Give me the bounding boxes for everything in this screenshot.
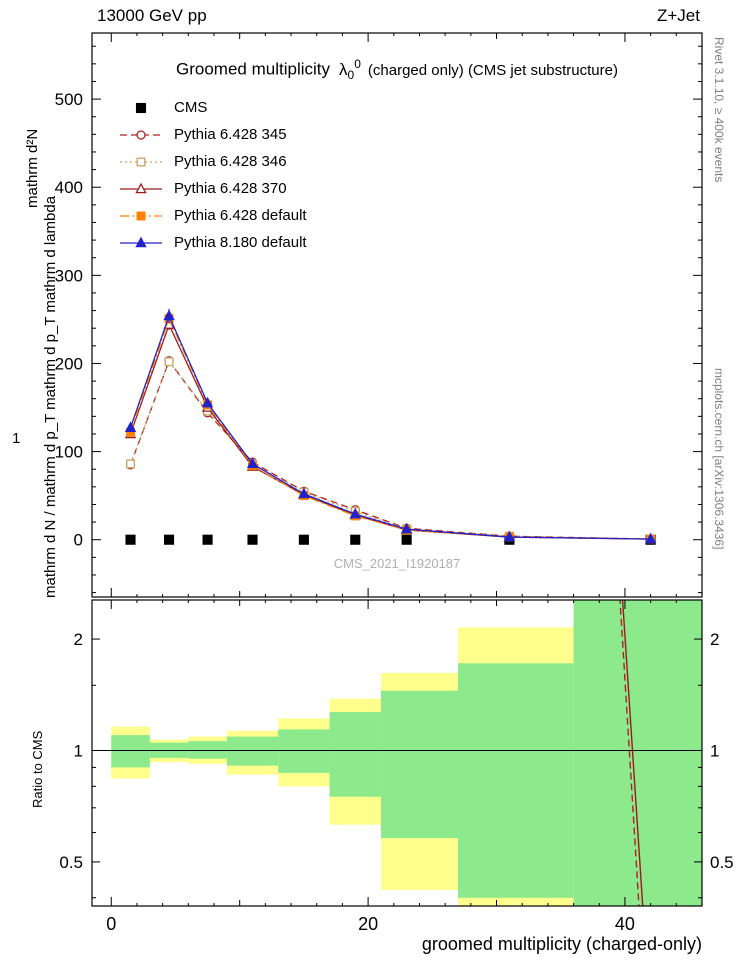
axis-ticks bbox=[92, 33, 702, 906]
legend-marker-cms bbox=[135, 102, 147, 113]
beam-energy-label: 13000 GeV pp bbox=[97, 6, 207, 25]
xaxis-label: groomed multiplicity (charged-only) bbox=[421, 934, 702, 954]
series-pythia-6-428-370 bbox=[124, 318, 657, 544]
series-cms bbox=[125, 534, 656, 545]
process-label: Z+Jet bbox=[657, 6, 700, 25]
main-series bbox=[124, 308, 657, 545]
legend-label: Pythia 6.428 346 bbox=[174, 153, 287, 170]
svg-text:100: 100 bbox=[55, 443, 83, 462]
legend-marker-pythia-8-180-default bbox=[120, 236, 162, 247]
title-lambda: λ bbox=[339, 59, 348, 79]
ratio-plot-frame bbox=[91, 599, 703, 907]
mcplots-note: mcplots.cern.ch [arXiv:1306.3436] bbox=[712, 368, 726, 550]
yaxis-label-denominator: mathrm d N / mathrm d p_T mathrm d p_T m… bbox=[42, 195, 59, 598]
svg-text:20: 20 bbox=[358, 914, 378, 934]
legend-item-pythia-6-428-370: Pythia 6.428 370 bbox=[118, 175, 307, 202]
svg-text:200: 200 bbox=[55, 354, 83, 373]
svg-text:0: 0 bbox=[74, 531, 83, 550]
svg-text:0.5: 0.5 bbox=[710, 853, 734, 872]
svg-text:40: 40 bbox=[615, 914, 635, 934]
legend-label: CMS bbox=[174, 99, 208, 116]
legend-label: Pythia 6.428 345 bbox=[174, 126, 287, 143]
legend-label: Pythia 6.428 default bbox=[174, 207, 307, 224]
analysis-id-watermark: CMS_2021_I1920187 bbox=[333, 556, 461, 571]
series-pythia-6-428-default bbox=[126, 313, 656, 544]
legend-item-pythia-8-180-default: Pythia 8.180 default bbox=[118, 229, 307, 256]
svg-text:0.5: 0.5 bbox=[59, 853, 83, 872]
series-pythia-6-428-345 bbox=[125, 356, 656, 544]
rivet-version-note: Rivet 3.1.10, ≥ 400k events bbox=[712, 37, 726, 183]
title-lambda-sub: 0 bbox=[347, 68, 355, 83]
svg-text:1: 1 bbox=[710, 741, 719, 760]
svg-text:2: 2 bbox=[74, 630, 83, 649]
yaxis-label-one: 1 bbox=[12, 430, 21, 447]
legend-marker-pythia-6-428-345 bbox=[120, 129, 162, 140]
legend-item-pythia-6-428-345: Pythia 6.428 345 bbox=[118, 121, 307, 148]
legend-label: Pythia 6.428 370 bbox=[174, 180, 287, 197]
series-pythia-6-428-346 bbox=[126, 357, 656, 544]
svg-text:1: 1 bbox=[74, 741, 83, 760]
svg-text:2: 2 bbox=[710, 630, 719, 649]
svg-text:0: 0 bbox=[106, 914, 116, 934]
legend-marker-pythia-6-428-default bbox=[120, 211, 162, 220]
legend-item-pythia-6-428-default: Pythia 6.428 default bbox=[118, 202, 307, 229]
title-text: Groomed multiplicity bbox=[176, 59, 331, 79]
main-plot-frame bbox=[91, 32, 703, 598]
legend-item-cms: CMS bbox=[118, 94, 307, 121]
legend-item-pythia-6-428-346: Pythia 6.428 346 bbox=[118, 148, 307, 175]
svg-text:500: 500 bbox=[55, 90, 83, 109]
legend: CMS Pythia 6.428 345 Pythia 6.428 346 Pythi… bbox=[118, 94, 307, 256]
legend-marker-pythia-6-428-370 bbox=[120, 182, 162, 193]
line-pythia-6-428-370-ratio bbox=[621, 600, 644, 906]
ratio-yaxis-label: Ratio to CMS bbox=[30, 730, 45, 808]
title-qualifier: (charged only) (CMS jet substructure) bbox=[367, 61, 618, 79]
plot-title: Groomed multiplicity λ00 (charged only) (C… bbox=[92, 57, 702, 82]
ratio-model-lines bbox=[619, 600, 644, 906]
yaxis-label-numerator: mathrm d²N bbox=[24, 128, 41, 208]
series-pythia-8-180-default bbox=[124, 308, 657, 544]
svg-text:400: 400 bbox=[55, 178, 83, 197]
svg-text:300: 300 bbox=[55, 266, 83, 285]
line-pythia-6-428-345-ratio bbox=[619, 600, 640, 906]
legend-label: Pythia 8.180 default bbox=[174, 234, 307, 251]
legend-marker-pythia-6-428-346 bbox=[120, 157, 162, 166]
ratio-bands bbox=[111, 600, 702, 906]
title-lambda-sup: 0 bbox=[354, 57, 361, 71]
